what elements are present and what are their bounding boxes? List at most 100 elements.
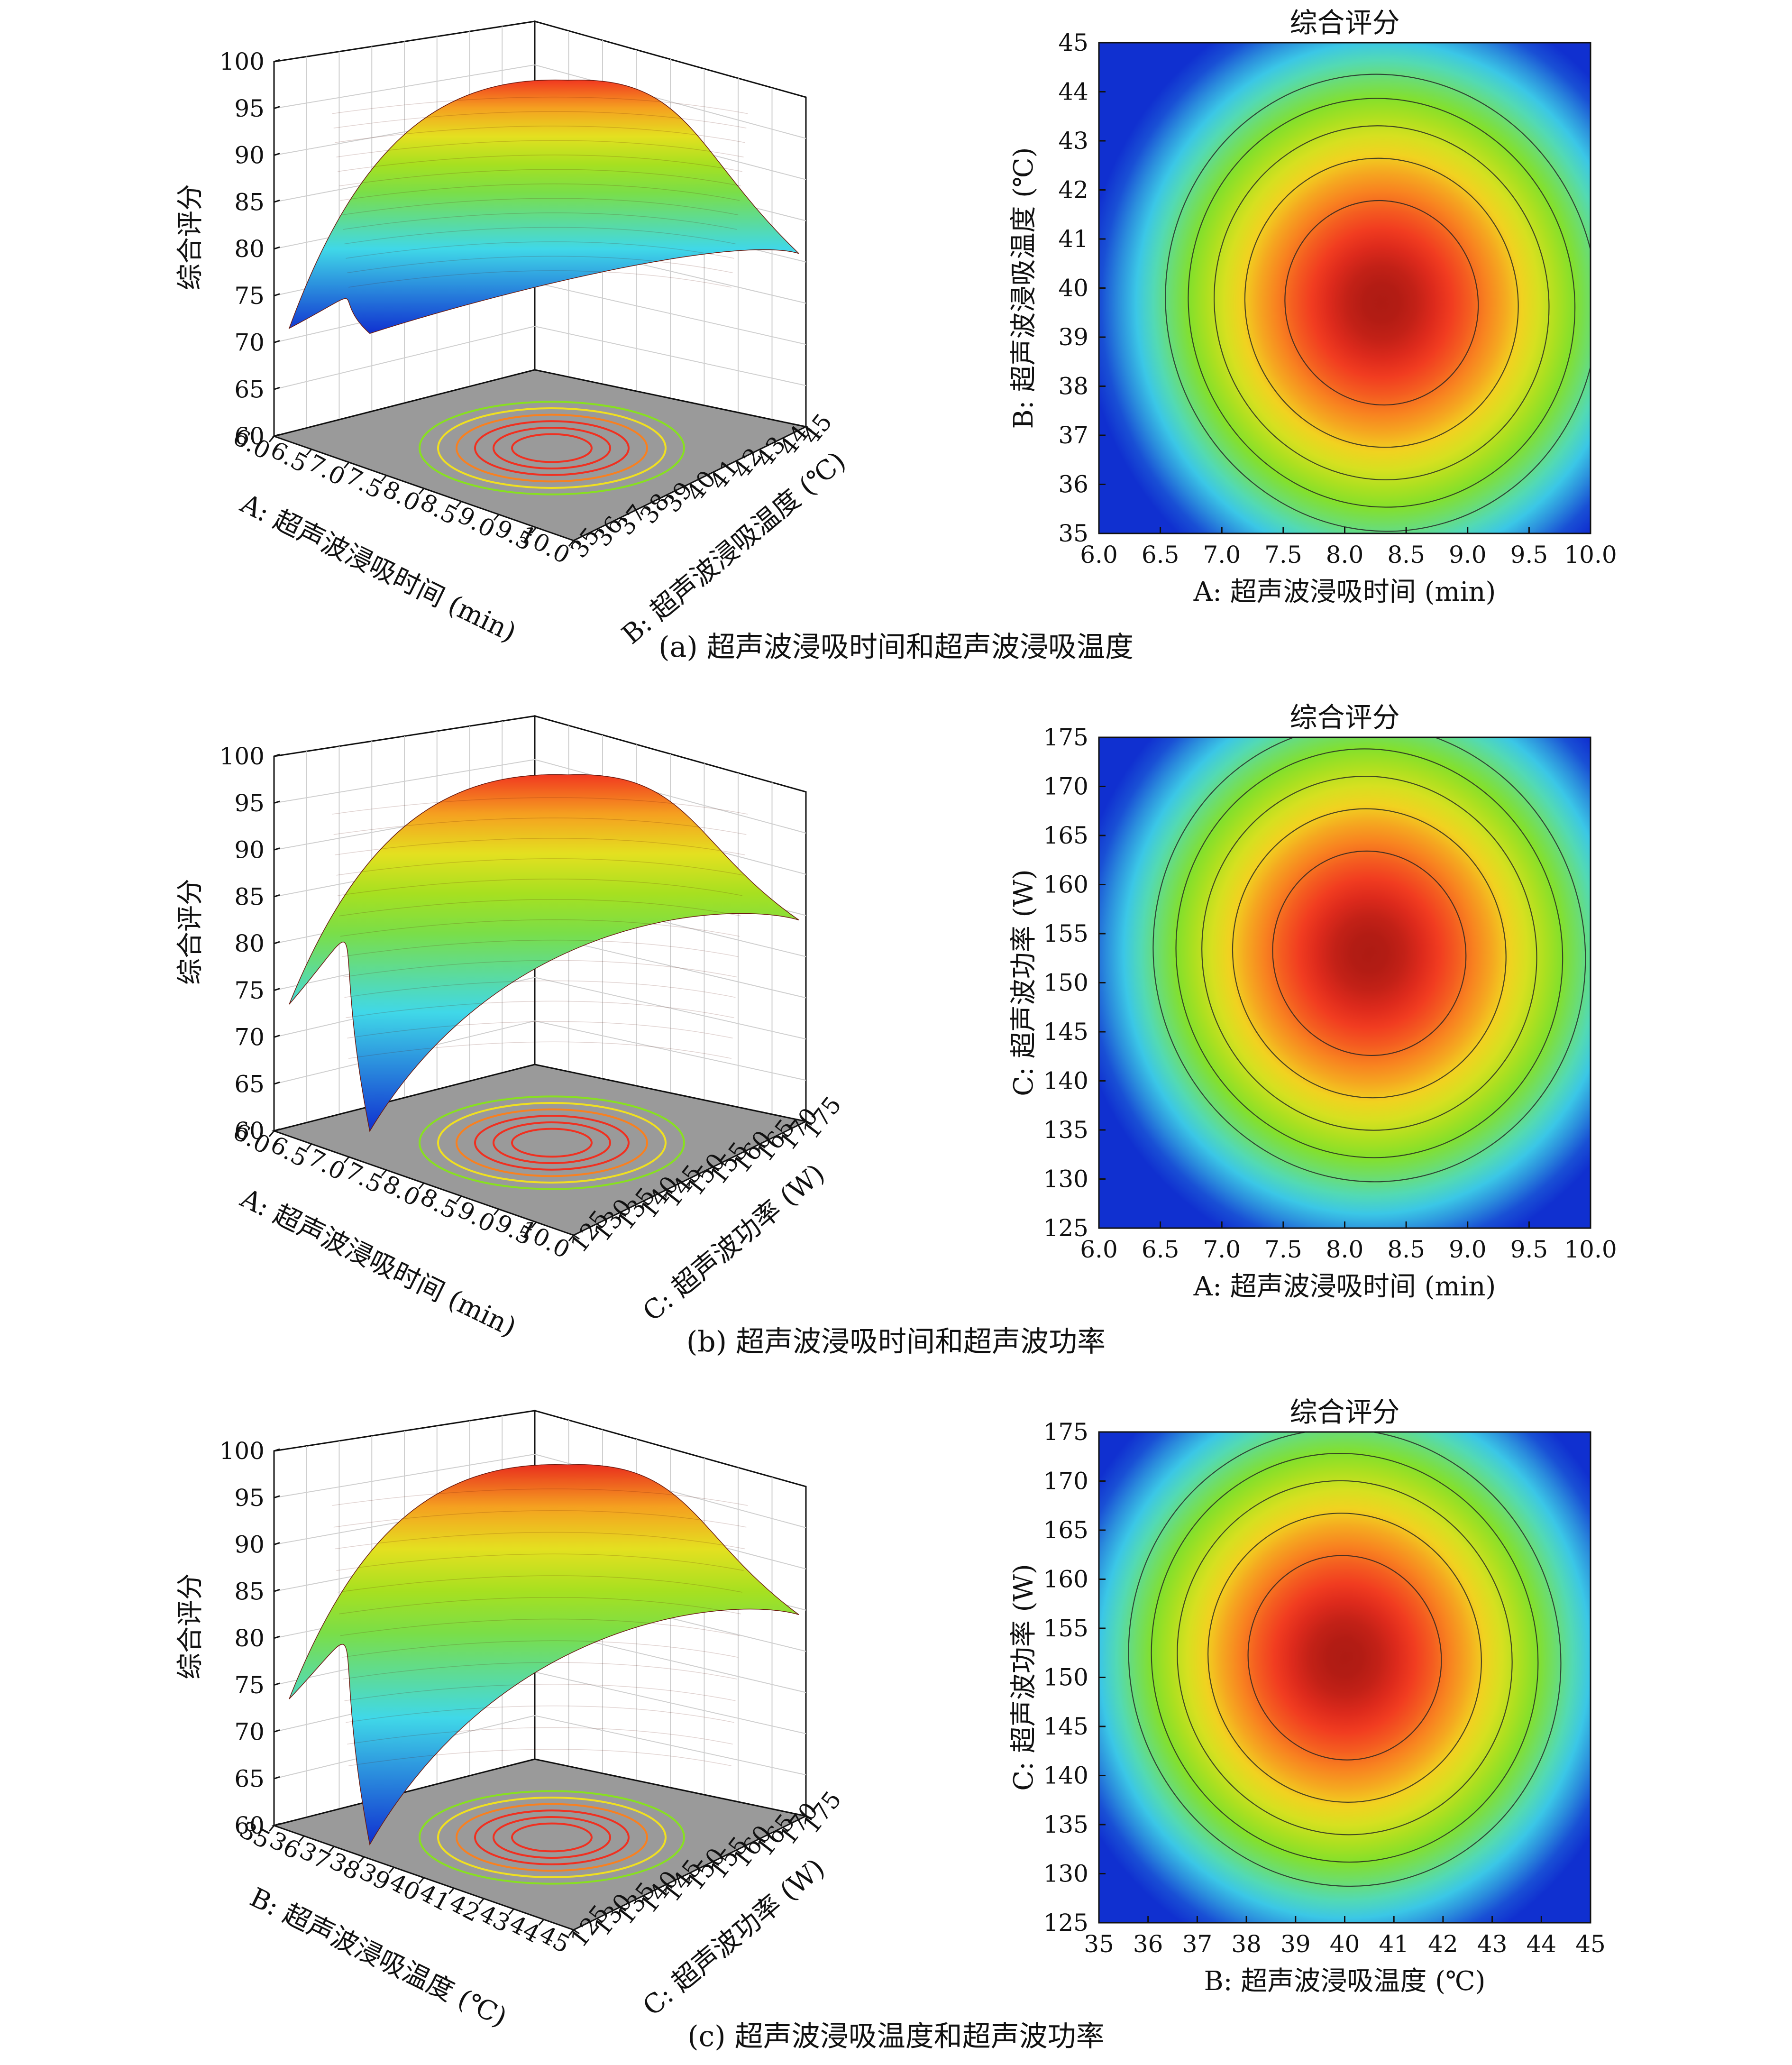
surface-mesh-line: [347, 1727, 733, 1745]
z-tick-label: 65: [234, 1765, 265, 1792]
floor-contour: [511, 1128, 593, 1158]
x-tick-label: 8.0: [1326, 541, 1364, 569]
z-tick-mark: [274, 153, 280, 156]
y-tick-label: 38: [1058, 373, 1088, 400]
contour-line: [1244, 157, 1519, 448]
surface-mesh-line: [339, 1597, 741, 1615]
contour-title: 综合评分: [1289, 7, 1399, 39]
y-tick-mark: [713, 1861, 719, 1866]
surface-mesh-line: [344, 980, 736, 998]
x-tick-mark: [306, 1143, 312, 1150]
x-tick-label: 7.5: [1264, 1236, 1302, 1263]
z-tick-mark: [274, 1542, 280, 1545]
z-tick-mark: [274, 847, 280, 851]
x-tick-label: 38: [1231, 1930, 1262, 1958]
x-tick-label: 7.0: [1203, 541, 1241, 569]
y-tick-label: 135: [1043, 1116, 1088, 1144]
z-tick-label: 90: [234, 836, 265, 864]
floor-contour: [474, 1115, 630, 1171]
y-axis-label: C: 超声波功率 (W): [1008, 869, 1039, 1096]
y-tick-mark: [643, 1200, 649, 1206]
x-tick-label: 42: [1428, 1930, 1458, 1958]
y-tick-label: 42: [1058, 176, 1088, 204]
contour-plot-area: [1099, 1432, 1591, 1923]
x-tick-mark: [418, 1183, 425, 1189]
z-tick-mark: [274, 1823, 280, 1826]
y-tick-mark: [736, 460, 742, 466]
x-axis-label: A: 超声波浸吸时间 (min): [1193, 577, 1496, 607]
surface-mesh-line: [341, 939, 739, 957]
surface-mesh-line: [336, 1553, 744, 1571]
surface-mesh-line: [348, 1041, 732, 1059]
x-tick-mark: [538, 1919, 544, 1926]
y-tick-label: 36: [1058, 471, 1088, 498]
z-tick-label: 100: [219, 48, 265, 75]
floor-contour: [511, 433, 593, 463]
y-tick-mark: [596, 1918, 603, 1923]
z-tick-label: 80: [234, 930, 265, 957]
z-tick-label: 70: [234, 329, 265, 357]
surface-mesh-line: [332, 1488, 748, 1506]
x-tick-mark: [343, 1156, 350, 1163]
z-tick-label: 65: [234, 1070, 265, 1098]
surface-mesh-line: [344, 227, 736, 245]
y-tick-label: 140: [1043, 1762, 1088, 1790]
x-tick-mark: [508, 1909, 514, 1915]
y-tick-label: 130: [1043, 1166, 1088, 1193]
z-tick-mark: [274, 106, 280, 110]
contour-plot: 35 36 37 38 39 40 41 42 43 44 45 125 130 135 140 145 150…: [1008, 1396, 1606, 1997]
z-tick-label: 95: [234, 1484, 265, 1512]
surface-mesh-line: [346, 241, 734, 259]
z-tick-label: 95: [234, 95, 265, 122]
surface-mesh-line: [348, 270, 732, 288]
y-tick-mark: [689, 483, 696, 488]
y-tick-mark: [782, 437, 789, 443]
z-tick-mark: [274, 1635, 280, 1639]
floor-contour: [456, 1108, 648, 1177]
x-tick-mark: [299, 1836, 305, 1842]
z-tick-label: 60: [234, 1812, 265, 1839]
surface-mesh-line: [338, 879, 742, 896]
surface-mesh-line: [332, 797, 748, 815]
x-tick-mark: [329, 1846, 335, 1853]
surface-mesh-line: [336, 140, 744, 157]
surface-mesh-line: [333, 111, 747, 128]
x-tick-label: 9.0: [1449, 541, 1487, 569]
floor-contour: [493, 1121, 611, 1165]
surface-mesh-line: [344, 1684, 736, 1701]
floor-contour: [419, 401, 685, 496]
surface-mesh-line: [336, 858, 744, 876]
x-tick-label: 8.5: [1387, 541, 1425, 569]
y-tick-mark: [736, 1155, 742, 1160]
z-axis-label: 综合评分: [175, 1573, 206, 1680]
x-tick-label: 10.0: [1564, 1236, 1617, 1263]
y-tick-mark: [596, 1223, 603, 1229]
x-tick-label: 36: [1133, 1930, 1163, 1958]
contour-line: [1177, 1480, 1513, 1836]
x-tick-mark: [448, 1888, 455, 1894]
panel-caption: (c) 超声波浸吸温度和超声波功率: [687, 2020, 1105, 2053]
surface-mesh-line: [338, 1575, 742, 1593]
x-tick-label: 41: [1379, 1930, 1409, 1958]
x-tick-mark: [493, 1209, 500, 1215]
x-tick-label: 6.5: [1142, 541, 1179, 569]
z-tick-mark: [274, 1128, 280, 1132]
y-tick-label: 140: [1043, 1067, 1088, 1095]
contour-line: [1188, 98, 1576, 508]
y-tick-label: 170: [1043, 1468, 1088, 1495]
x-tick-mark: [268, 436, 275, 442]
x-tick-mark: [388, 1867, 394, 1873]
x-tick-mark: [530, 527, 537, 534]
z-tick-mark: [274, 340, 280, 343]
floor-contour: [419, 1790, 685, 1885]
contour-plot-area: [1099, 43, 1591, 533]
x-axis-label: A: 超声波浸吸时间 (min): [1193, 1271, 1496, 1302]
contour-line: [1214, 125, 1550, 480]
contour-line: [1272, 850, 1467, 1056]
surface-mesh-line: [346, 1000, 734, 1019]
y-tick-label: 37: [1058, 422, 1088, 449]
x-tick-label: 9.5: [1510, 1236, 1548, 1263]
y-tick-label: 125: [1043, 1909, 1088, 1937]
y-tick-label: 145: [1043, 1018, 1088, 1046]
y-tick-mark: [805, 426, 812, 431]
